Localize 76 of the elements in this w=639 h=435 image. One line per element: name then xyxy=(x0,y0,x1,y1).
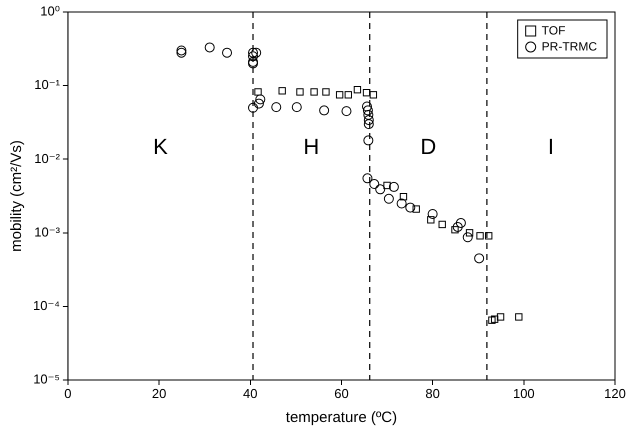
point xyxy=(254,88,262,96)
point xyxy=(488,316,496,324)
point xyxy=(462,232,473,242)
point xyxy=(384,194,394,204)
point xyxy=(254,98,264,109)
point xyxy=(292,102,302,112)
x-axis-title: temperature (ºC) xyxy=(286,409,398,426)
point xyxy=(362,102,372,112)
point xyxy=(204,42,215,52)
point xyxy=(354,86,362,94)
point xyxy=(485,232,492,240)
point xyxy=(278,87,286,94)
point xyxy=(364,119,374,130)
annotation: I xyxy=(548,134,554,160)
x-tick-label: 40 xyxy=(243,386,258,402)
point xyxy=(412,205,420,213)
point xyxy=(364,115,374,126)
point xyxy=(271,102,282,112)
point xyxy=(490,316,498,323)
point xyxy=(255,94,266,104)
point xyxy=(375,184,386,194)
point xyxy=(362,173,372,184)
point xyxy=(466,229,474,236)
point xyxy=(496,313,504,321)
point xyxy=(248,48,258,58)
point xyxy=(474,253,484,264)
legend-label: PR-TRMC xyxy=(542,39,598,54)
annotation: H xyxy=(303,134,320,160)
point xyxy=(341,106,352,116)
point xyxy=(456,218,466,228)
y-tick-label: 10⁻⁵ xyxy=(33,372,60,387)
point xyxy=(362,105,373,116)
point xyxy=(396,198,407,209)
point xyxy=(296,88,304,96)
point xyxy=(388,182,399,192)
point xyxy=(248,102,258,113)
annotation: K xyxy=(153,134,168,160)
point xyxy=(176,45,186,56)
point xyxy=(476,232,484,240)
x-tick-label: 100 xyxy=(512,386,535,402)
point xyxy=(248,51,258,62)
point xyxy=(369,179,380,190)
point xyxy=(222,48,232,58)
point xyxy=(310,88,318,96)
x-tick-label: 60 xyxy=(334,386,349,402)
point xyxy=(370,91,378,98)
point xyxy=(451,226,459,234)
point xyxy=(427,216,434,224)
y-tick-label: 10⁰ xyxy=(40,4,60,19)
point xyxy=(319,105,330,116)
point xyxy=(428,209,438,220)
x-tick-label: 20 xyxy=(152,386,166,402)
point xyxy=(362,89,370,96)
x-tick-label: 80 xyxy=(425,386,440,402)
y-axis-title: mobility (cm²/Vs) xyxy=(8,140,26,252)
point xyxy=(363,110,374,120)
point xyxy=(438,220,446,228)
point xyxy=(405,202,416,213)
point xyxy=(176,48,186,58)
point xyxy=(344,91,352,98)
point xyxy=(515,313,522,321)
y-tick-label: 10⁻² xyxy=(34,150,61,166)
y-tick-label: 10⁻³ xyxy=(34,224,61,240)
point xyxy=(363,135,374,146)
y-tick-label: 10⁻⁴ xyxy=(32,298,60,313)
x-tick-label: 120 xyxy=(604,386,626,402)
legend-label: TOF xyxy=(542,23,566,38)
annotation: D xyxy=(420,134,436,160)
point xyxy=(400,192,408,200)
y-tick-label: 10⁻¹ xyxy=(34,77,61,92)
point xyxy=(251,48,262,58)
point xyxy=(452,222,463,232)
point xyxy=(383,182,391,190)
point xyxy=(322,88,330,96)
point xyxy=(336,91,344,98)
x-tick-label: 0 xyxy=(64,386,72,402)
